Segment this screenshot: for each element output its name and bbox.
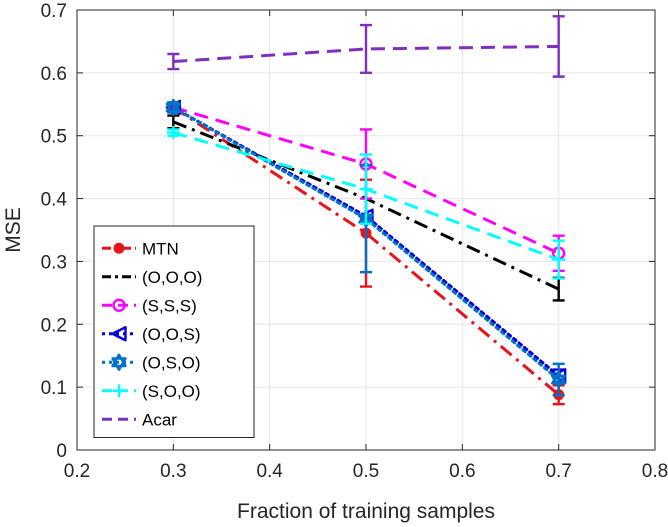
x-axis-label: Fraction of training samples — [237, 500, 495, 523]
error-bar — [360, 23, 372, 75]
legend-marker — [111, 326, 127, 342]
y-tick-label: 0.5 — [41, 127, 67, 148]
legend-box — [93, 225, 255, 438]
series-6 — [167, 15, 565, 78]
y-tick-label: 0 — [56, 441, 67, 462]
legend-item[interactable]: (O,S,O) — [102, 353, 201, 372]
x-tick-label: 0.8 — [642, 461, 668, 482]
legend-label: Acar — [142, 410, 177, 429]
y-tick-label: 0.1 — [41, 378, 67, 399]
x-tick-label: 0.7 — [545, 461, 571, 482]
data-point — [550, 370, 567, 385]
error-bar — [167, 52, 180, 71]
data-point — [550, 374, 567, 389]
legend[interactable]: MTN (O,O,O) (S,S,S) (O,O,S) (O,S,O) (S,O,O) Ac… — [93, 225, 255, 438]
y-tick-label: 0.2 — [41, 315, 67, 336]
x-tick-label: 0.4 — [256, 461, 283, 482]
y-tick-label: 0.4 — [41, 190, 68, 211]
tick-labels: 0.2 0.3 0.4 0.5 0.6 0.7 0.8 0 0.1 0.2 0.3 0.4 0.5 0.6… — [41, 1, 668, 482]
legend-label: (O,O,O) — [142, 268, 202, 287]
plot-series — [165, 15, 567, 406]
data-point — [359, 182, 373, 196]
error-bar — [552, 15, 565, 78]
legend-item[interactable]: (O,O,O) — [102, 268, 202, 287]
x-tick-label: 0.6 — [449, 461, 475, 482]
error-bar — [552, 362, 565, 397]
y-tick-label: 0.7 — [41, 1, 67, 22]
axes — [76, 9, 656, 451]
series-line — [173, 44, 559, 64]
legend-marker — [112, 384, 126, 398]
legend-label: MTN — [142, 239, 179, 258]
series-line — [171, 105, 561, 382]
series-5 — [166, 126, 566, 280]
data-point — [552, 253, 566, 267]
legend-item[interactable]: (S,O,O) — [102, 382, 201, 401]
legend-label: (O,O,S) — [142, 325, 201, 344]
series-line — [172, 106, 560, 396]
legend-item[interactable]: (S,S,S) — [102, 296, 197, 315]
legend-label: (S,S,S) — [142, 296, 197, 315]
x-tick-label: 0.3 — [160, 461, 186, 482]
data-point — [166, 126, 180, 140]
legend-label: (O,S,O) — [142, 353, 201, 372]
data-point — [165, 98, 182, 113]
legend-marker — [112, 298, 126, 312]
x-tick-label: 0.2 — [64, 461, 90, 482]
legend-item[interactable]: MTN — [102, 239, 179, 258]
data-point — [165, 102, 182, 117]
legend-marker — [111, 353, 127, 368]
y-tick-label: 0.3 — [41, 252, 67, 273]
y-axis-label: MSE — [2, 207, 25, 253]
legend-marker — [111, 357, 127, 371]
legend-item[interactable]: Acar — [102, 410, 177, 429]
y-tick-label: 0.6 — [41, 64, 67, 85]
legend-item[interactable]: (O,O,S) — [102, 325, 201, 344]
legend-marker — [113, 242, 125, 254]
x-tick-label: 0.5 — [353, 461, 379, 482]
legend-label: (S,O,O) — [142, 382, 201, 401]
